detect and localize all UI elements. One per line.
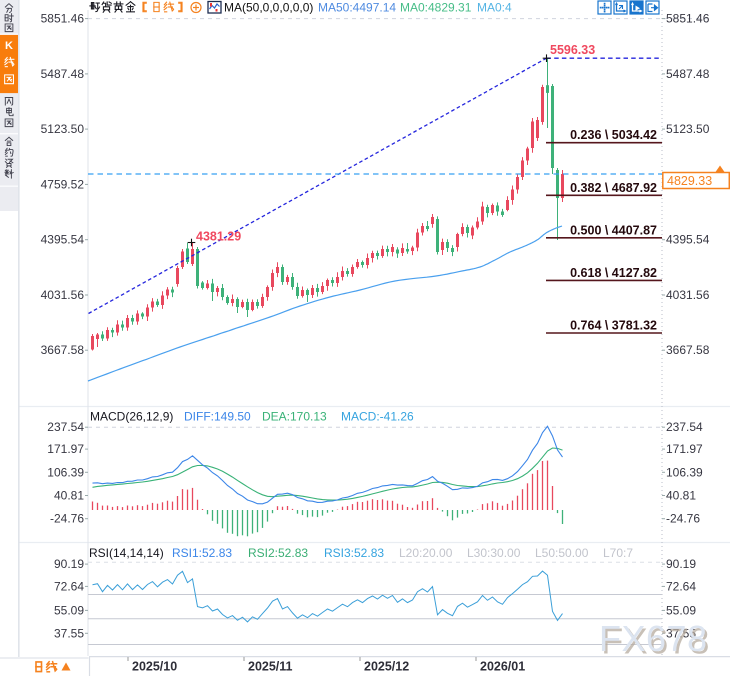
- svg-text:0.618 \ 4127.82: 0.618 \ 4127.82: [570, 266, 657, 280]
- svg-text:2025/12: 2025/12: [364, 660, 409, 674]
- svg-text:0.382 \ 4687.92: 0.382 \ 4687.92: [570, 181, 657, 195]
- svg-text:2026/01: 2026/01: [480, 660, 525, 674]
- svg-text:37.55: 37.55: [666, 626, 696, 640]
- svg-text:0.764 \ 3781.32: 0.764 \ 3781.32: [570, 319, 657, 333]
- svg-text:MA(50,0,0,0,0,0): MA(50,0,0,0,0,0): [224, 1, 313, 15]
- svg-text:5487.48: 5487.48: [41, 67, 85, 81]
- svg-text:72.64: 72.64: [54, 579, 84, 593]
- svg-text:FX678: FX678: [599, 618, 708, 659]
- svg-text:MA50:4497.14: MA50:4497.14: [318, 1, 396, 15]
- svg-text:4759.52: 4759.52: [41, 177, 85, 191]
- svg-text:RSI2:52.83: RSI2:52.83: [248, 546, 308, 560]
- svg-text:4395.54: 4395.54: [666, 233, 710, 247]
- svg-text:5851.46: 5851.46: [666, 12, 710, 26]
- svg-text:40.81: 40.81: [54, 489, 84, 503]
- svg-text:L70:7: L70:7: [603, 546, 633, 560]
- svg-text:37.55: 37.55: [54, 626, 84, 640]
- svg-text:4829.33: 4829.33: [667, 174, 712, 188]
- svg-text:90.19: 90.19: [54, 557, 84, 571]
- svg-text:106.39: 106.39: [47, 465, 84, 479]
- svg-text:-24.76: -24.76: [50, 512, 84, 526]
- svg-text:90.19: 90.19: [666, 557, 696, 571]
- svg-text:171.97: 171.97: [666, 442, 703, 456]
- svg-text:55.09: 55.09: [54, 603, 84, 617]
- svg-text:2025/11: 2025/11: [248, 660, 293, 674]
- svg-text:-24.76: -24.76: [666, 512, 700, 526]
- svg-text:4395.54: 4395.54: [41, 233, 85, 247]
- svg-text:DIFF:149.50: DIFF:149.50: [184, 410, 251, 424]
- svg-text:4031.56: 4031.56: [666, 288, 710, 302]
- svg-text:MACD(26,12,9): MACD(26,12,9): [90, 410, 173, 424]
- svg-text:237.54: 237.54: [47, 420, 84, 434]
- svg-text:MA0:4: MA0:4: [477, 1, 512, 15]
- svg-text:DEA:170.13: DEA:170.13: [262, 410, 327, 424]
- svg-text:237.54: 237.54: [666, 420, 703, 434]
- svg-text:72.64: 72.64: [666, 579, 696, 593]
- svg-text:MACD:-41.26: MACD:-41.26: [341, 410, 414, 424]
- svg-text:2025/10: 2025/10: [132, 660, 177, 674]
- svg-text:4031.56: 4031.56: [41, 288, 85, 302]
- svg-text:5487.48: 5487.48: [666, 67, 710, 81]
- svg-text:3667.58: 3667.58: [41, 343, 85, 357]
- svg-text:55.09: 55.09: [666, 603, 696, 617]
- svg-text:L50:50.00: L50:50.00: [535, 546, 589, 560]
- svg-text:106.39: 106.39: [666, 465, 703, 479]
- svg-text:RSI3:52.83: RSI3:52.83: [324, 546, 384, 560]
- svg-text:MA0:4829.31: MA0:4829.31: [400, 1, 472, 15]
- svg-text:171.97: 171.97: [47, 442, 84, 456]
- svg-text:L30:30.00: L30:30.00: [467, 546, 521, 560]
- svg-text:RSI(14,14,14): RSI(14,14,14): [89, 546, 164, 560]
- svg-text:K: K: [5, 40, 13, 52]
- svg-text:L20:20.00: L20:20.00: [399, 546, 453, 560]
- svg-text:4381.29: 4381.29: [196, 230, 241, 244]
- svg-text:5123.50: 5123.50: [666, 122, 710, 136]
- svg-text:5123.50: 5123.50: [41, 122, 85, 136]
- svg-text:RSI1:52.83: RSI1:52.83: [172, 546, 232, 560]
- svg-text:FX678: FX678: [601, 620, 710, 661]
- svg-text:0.500 \ 4407.87: 0.500 \ 4407.87: [570, 223, 657, 237]
- svg-text:40.81: 40.81: [666, 489, 696, 503]
- svg-text:0.236 \ 5034.42: 0.236 \ 5034.42: [570, 128, 657, 142]
- svg-text:5851.46: 5851.46: [41, 12, 85, 26]
- svg-text:5596.33: 5596.33: [550, 43, 595, 57]
- svg-text:3667.58: 3667.58: [666, 343, 710, 357]
